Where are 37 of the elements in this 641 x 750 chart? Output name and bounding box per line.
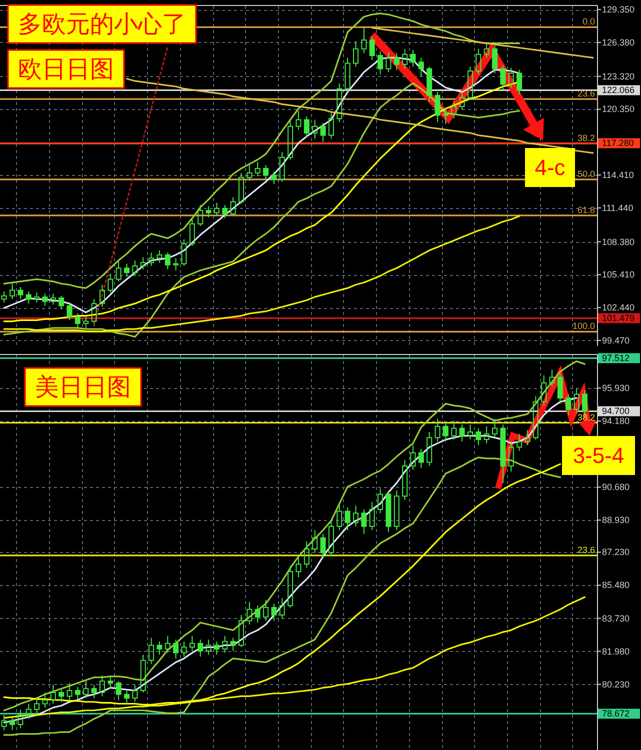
- annotation: 4-c: [534, 155, 566, 180]
- annotation: 23.6: [577, 544, 595, 555]
- y-tick-label: 129.350: [602, 4, 635, 15]
- ref-line-label: 101.479: [602, 313, 635, 324]
- y-tick-label: 83.730: [602, 613, 630, 624]
- ref-line-label: 122.066: [602, 85, 635, 96]
- ref-line-label: 94.700: [602, 406, 630, 416]
- y-tick-label: 81.980: [602, 646, 630, 656]
- annotation: 100.0: [572, 321, 595, 332]
- chart-title: 多欧元的小心了: [18, 10, 186, 38]
- y-tick-label: 95.930: [602, 383, 630, 394]
- y-tick-label: 102.440: [602, 302, 635, 313]
- y-tick-label: 126.380: [602, 37, 635, 48]
- y-tick-label: 94.180: [602, 416, 630, 426]
- text: 欧日日图: [18, 55, 114, 83]
- annotation: 23.6: [577, 88, 595, 99]
- ref-line-label: 97.512: [602, 353, 630, 364]
- ref-line-label: 78.672: [602, 708, 630, 719]
- y-tick-label: 120.350: [602, 104, 635, 114]
- y-tick-label: 108.380: [602, 236, 635, 247]
- ref-line-label: 117.280: [602, 138, 634, 148]
- text: 美日日图: [35, 373, 131, 401]
- y-tick-label: 123.320: [602, 71, 635, 82]
- y-tick-label: 80.230: [602, 679, 630, 690]
- y-tick-label: 99.470: [602, 335, 630, 346]
- annotation: 61.8: [577, 204, 595, 215]
- annotation: 3-5-4: [572, 443, 624, 468]
- y-tick-label: 105.410: [602, 270, 635, 280]
- annotation: 38.2: [577, 132, 595, 143]
- y-tick-label: 114.410: [602, 170, 634, 180]
- y-tick-label: 90.680: [602, 482, 630, 492]
- annotation: 50.0: [577, 168, 595, 179]
- y-tick-label: 111.440: [602, 202, 634, 213]
- y-tick-label: 87.230: [602, 547, 630, 558]
- y-tick-label: 85.480: [602, 580, 630, 590]
- annotation: 0.0: [582, 16, 595, 27]
- y-tick-label: 88.930: [602, 515, 630, 526]
